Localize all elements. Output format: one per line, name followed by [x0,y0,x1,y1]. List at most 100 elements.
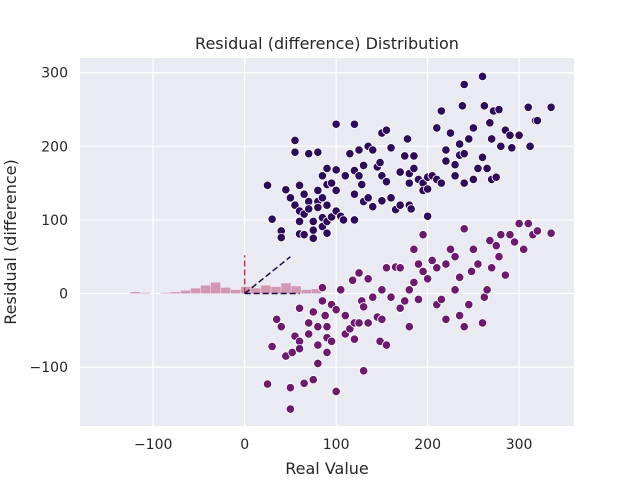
data-point [519,244,529,254]
data-point [285,383,296,393]
data-point [294,344,305,354]
histogram-bar [160,292,171,294]
data-point [409,244,419,254]
data-point [423,211,433,221]
data-point [354,268,364,278]
y-tick-label: 0 [59,287,68,303]
data-point [404,322,414,332]
x-tick-label: −100 [134,437,172,453]
histogram-bar [291,286,301,294]
data-point [418,230,428,240]
x-tick-label: 0 [240,437,249,453]
data-point [487,263,497,273]
data-point [432,263,442,273]
data-point [276,322,286,332]
data-point [267,214,277,224]
x-axis-label: Real Value [285,459,369,478]
data-point [532,115,543,126]
data-point [322,200,332,210]
data-point [304,318,314,328]
data-point [505,130,515,140]
histogram-bar [180,290,191,294]
data-point [500,270,510,280]
data-point [477,318,488,328]
data-point [313,202,323,213]
residual-histogram [130,282,322,294]
data-point [423,184,433,194]
x-tick-label: 200 [414,437,441,453]
data-point [368,202,378,212]
data-point [358,302,369,312]
histogram-bar [230,289,241,294]
data-point [340,310,350,321]
histogram-bar [220,287,231,294]
data-point [455,139,465,149]
histogram-bar [140,292,150,294]
data-point [313,358,323,369]
histogram-bar [241,286,251,294]
data-point [418,266,428,277]
data-point [413,294,424,305]
data-point [546,228,556,238]
data-point [450,285,460,295]
data-point [436,106,446,116]
histogram-bar [170,292,181,294]
data-point [468,174,478,185]
data-point [381,125,392,135]
histogram-bar [251,288,261,294]
data-point [363,274,373,284]
data-point [287,347,297,357]
data-point [377,285,387,295]
data-point [450,252,460,262]
data-point [262,180,273,190]
data-point [368,145,378,155]
data-point [317,171,328,181]
data-point [496,230,506,240]
data-point [357,179,367,190]
data-point [354,145,364,155]
data-point [267,341,277,352]
data-point [331,305,341,315]
data-point [423,274,433,284]
data-point [473,163,483,173]
y-tick-label: −100 [30,360,68,376]
data-point [432,123,442,133]
data-point [363,193,373,203]
data-point [455,310,465,321]
data-point [262,379,273,389]
y-tick-label: 300 [41,66,68,82]
data-point [427,255,437,265]
data-point [409,151,419,161]
data-point [331,165,341,175]
data-point [404,285,414,295]
data-point [468,244,478,254]
data-point [304,149,314,159]
x-tick-label: 100 [323,437,350,453]
data-point [322,228,332,238]
data-point [276,232,286,243]
data-point [377,314,387,324]
data-point [413,259,424,269]
histogram-bar [311,289,322,294]
data-point [308,225,318,235]
scatter-points [262,71,556,414]
data-point [285,404,296,414]
data-point [409,163,419,173]
data-point [482,163,492,173]
data-point [313,147,323,157]
data-point [496,141,506,151]
y-tick-labels: −100 0 100 200 300 [30,66,68,376]
data-point [294,303,305,313]
data-point [386,143,396,153]
data-point [546,102,556,112]
data-point [308,216,318,226]
data-point [381,177,392,187]
data-point [377,196,387,206]
data-point [523,219,533,229]
data-point [285,193,296,203]
data-point [281,185,291,195]
data-point [358,160,369,171]
data-point [354,318,364,328]
x-tick-labels: −100 0 100 200 300 [134,437,533,453]
